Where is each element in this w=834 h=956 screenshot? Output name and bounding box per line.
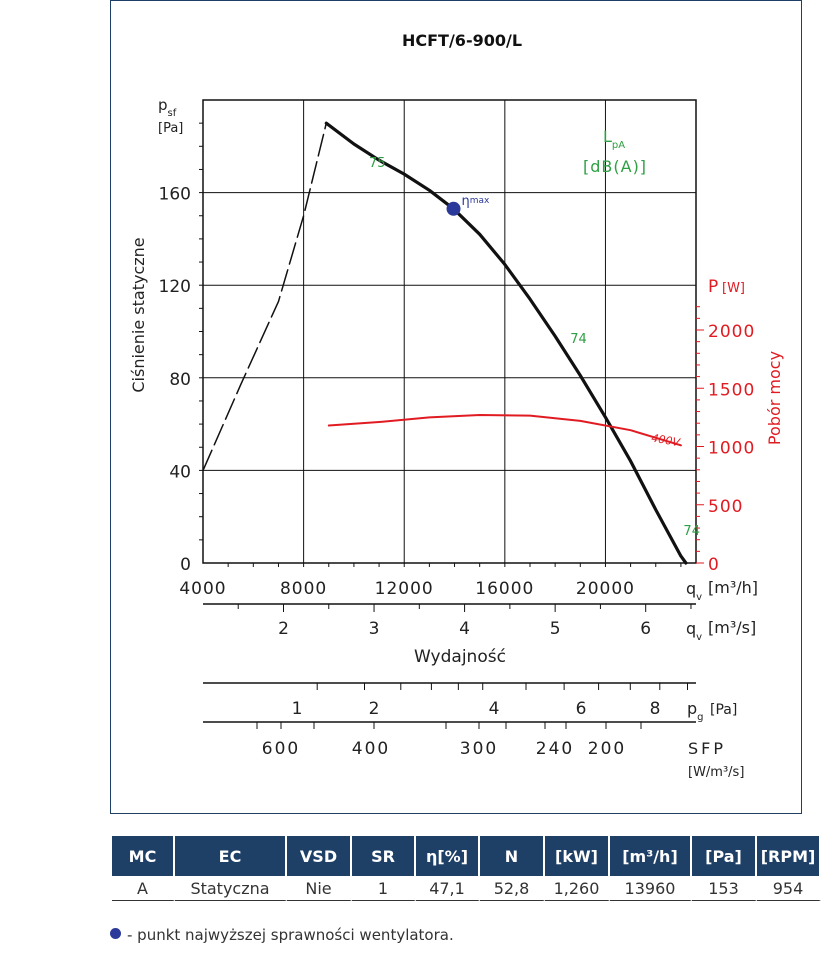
noise-value-label: 74 — [683, 524, 700, 539]
table-header-cell: SR — [352, 836, 416, 876]
pg-tick-label: 6 — [576, 699, 587, 719]
table-cell: 1,260 — [545, 876, 610, 901]
y2-tick-label: 1000 — [708, 439, 755, 459]
y-tick-label: 120 — [159, 277, 191, 297]
x2-tick-label: 2 — [278, 619, 289, 639]
x2-axis-unit: [m³/s] — [708, 618, 756, 637]
series-pressure-unstable — [202, 122, 328, 472]
table-header-cell: N — [480, 836, 545, 876]
table-cell: 1 — [352, 876, 416, 901]
x2-tick-label: 5 — [550, 619, 561, 639]
y2-tick-label: 1500 — [708, 380, 755, 400]
y2-tick-label: 0 — [708, 555, 720, 575]
table-cell: Statyczna — [175, 876, 287, 901]
x-tick-label: 20000 — [576, 579, 635, 599]
eta-max-point — [446, 201, 461, 216]
x-tick-label: 8000 — [280, 579, 327, 599]
table-header-cell: [Pa] — [692, 836, 757, 876]
sfp-label: SFP — [688, 739, 726, 758]
sfp-tick-label: 300 — [460, 739, 498, 759]
table-cell: 52,8 — [480, 876, 545, 901]
y-axis-label: Ciśnienie statyczne — [129, 237, 148, 392]
table-header-cell: [kW] — [545, 836, 610, 876]
table-cell: 13960 — [610, 876, 692, 901]
table-header-cell: VSD — [287, 836, 352, 876]
y2-tick-label: 2000 — [708, 322, 755, 342]
y-axis-symbol: psf — [158, 96, 177, 119]
table-cell: 954 — [757, 876, 821, 901]
x2-axis-symbol: qv — [686, 619, 702, 643]
table-cell: 153 — [692, 876, 757, 901]
y2-axis-symbol: P — [708, 277, 718, 297]
y-tick-label: 40 — [169, 462, 191, 482]
sfp-unit: [W/m³/s] — [688, 765, 744, 780]
x-tick-label: 4000 — [179, 579, 226, 599]
eta-max-marker-icon — [110, 928, 121, 939]
x2-tick-label: 6 — [640, 619, 651, 639]
y2-axis-unit: [W] — [722, 281, 745, 296]
chart-frame — [110, 0, 802, 814]
series-label: 400V — [650, 431, 682, 449]
pg-symbol: pg — [687, 699, 704, 723]
table-header-cell: EC — [175, 836, 287, 876]
sfp-tick-label: 400 — [352, 739, 390, 759]
table-header-cell: [m³/h] — [610, 836, 692, 876]
pg-tick-label: 1 — [292, 699, 303, 719]
x2-tick-label: 3 — [369, 619, 380, 639]
legend-note-text: - punkt najwyższej sprawności wentylator… — [127, 926, 454, 944]
noise-value-label: 74 — [570, 332, 587, 347]
series-pressure — [324, 121, 688, 565]
pg-unit: [Pa] — [710, 702, 737, 718]
x-axis-label: Wydajność — [414, 647, 506, 667]
pg-tick-label: 8 — [650, 699, 661, 719]
table-row: A Statyczna Nie 1 47,1 52,8 1,260 13960 153 954 — [112, 876, 821, 901]
x2-tick-label: 4 — [459, 619, 470, 639]
pg-tick-label: 2 — [369, 699, 380, 719]
x-tick-label: 16000 — [475, 579, 534, 599]
y-tick-label: 80 — [169, 370, 191, 390]
y-tick-label: 160 — [159, 185, 191, 205]
y2-axis-label: Pobór mocy — [765, 351, 784, 445]
x-axis-unit: [m³/h] — [708, 578, 758, 597]
chart-title: HCFT/6-900/L — [402, 31, 522, 50]
x-tick-label: 12000 — [375, 579, 434, 599]
table-cell: Nie — [287, 876, 352, 901]
noise-unit: [dB(A)] — [583, 157, 647, 176]
table-header-cell: η[%] — [416, 836, 480, 876]
noise-symbol: LpA — [603, 127, 625, 151]
parameters-table: MC EC VSD SR η[%] N [kW] [m³/h] [Pa] [RPM] A Staty… — [112, 836, 821, 901]
table-header-row: MC EC VSD SR η[%] N [kW] [m³/h] [Pa] [RPM] — [112, 836, 821, 876]
pg-tick-label: 4 — [489, 699, 500, 719]
sfp-tick-label: 200 — [588, 739, 626, 759]
series-400V — [327, 414, 682, 447]
y-tick-label: 0 — [180, 555, 191, 575]
table-header-cell: MC — [112, 836, 175, 876]
sfp-tick-label: 240 — [536, 739, 574, 759]
legend-note: - punkt najwyższej sprawności wentylator… — [110, 926, 454, 944]
noise-value-label: 75 — [369, 156, 386, 171]
y2-tick-label: 500 — [708, 497, 743, 517]
y-axis-unit: [Pa] — [158, 121, 183, 136]
table-cell: 47,1 — [416, 876, 480, 901]
eta-max-label: ηmax — [462, 194, 491, 209]
table-header-cell: [RPM] — [757, 836, 821, 876]
sfp-tick-label: 600 — [262, 739, 300, 759]
x-axis-symbol: qv — [686, 579, 702, 603]
table-cell: A — [112, 876, 175, 901]
